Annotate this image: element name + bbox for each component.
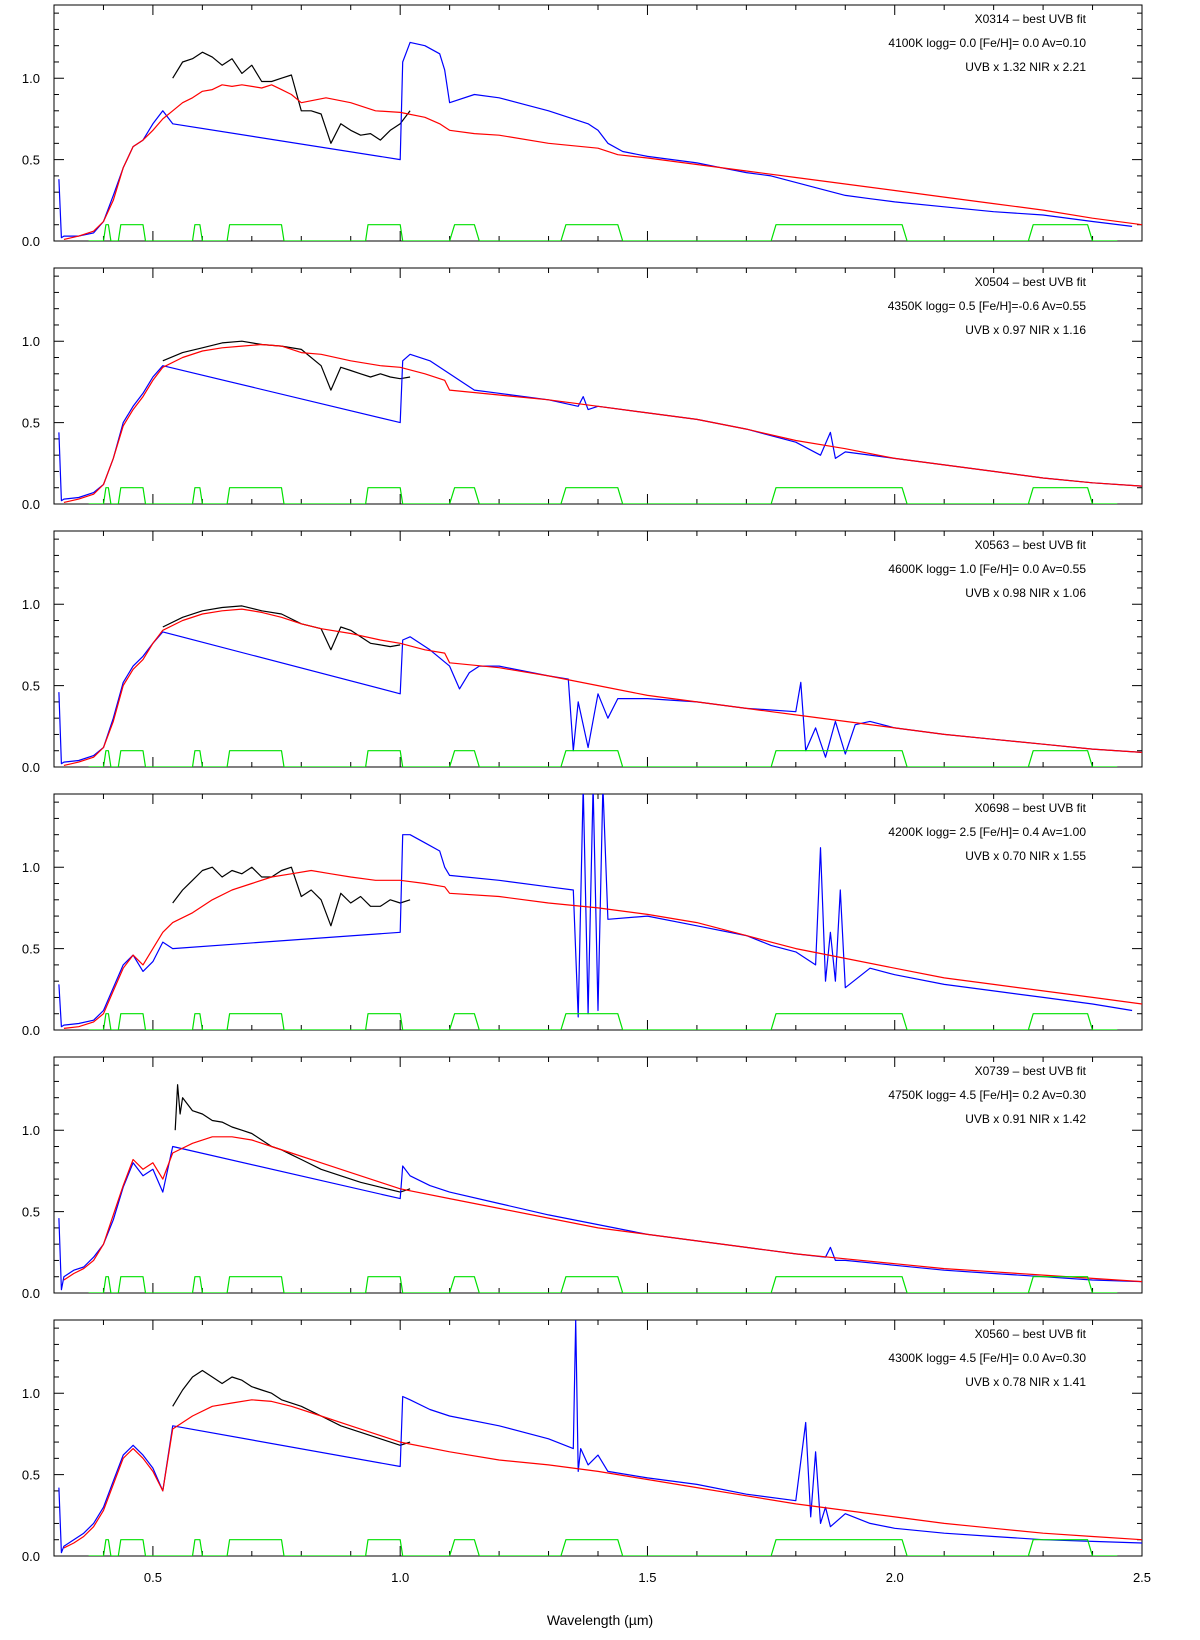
y-tick-label: 1.0 — [22, 334, 40, 349]
series-line-1 — [58, 1145, 1142, 1291]
y-tick-label: 0.5 — [22, 679, 40, 694]
series-line-2 — [63, 1399, 1142, 1549]
series-group — [58, 41, 1142, 241]
series-line-3 — [88, 1539, 1118, 1556]
series-group — [58, 340, 1142, 504]
panel-annotation: X0698 – best UVB fit — [975, 801, 1087, 815]
series-line-0 — [174, 1084, 411, 1193]
panel-annotation: UVB x 1.32 NIR x 2.21 — [965, 60, 1086, 74]
panel-annotation: X0739 – best UVB fit — [975, 1064, 1087, 1078]
y-tick-label: 0.0 — [22, 1023, 40, 1038]
y-tick-label: 1.0 — [22, 1123, 40, 1138]
x-tick-label: 2.0 — [886, 1570, 904, 1585]
x-tick-label: 2.5 — [1133, 1570, 1151, 1585]
series-line-2 — [63, 84, 1142, 240]
series-line-0 — [172, 51, 411, 144]
panel-annotation: UVB x 0.91 NIR x 1.42 — [965, 1112, 1086, 1126]
panel-annotation: UVB x 0.98 NIR x 1.06 — [965, 586, 1086, 600]
series-line-3 — [88, 224, 1118, 241]
series-line-3 — [88, 1013, 1118, 1030]
series-group — [58, 794, 1142, 1030]
series-group — [58, 1320, 1142, 1556]
y-tick-label: 0.0 — [22, 1549, 40, 1564]
y-tick-label: 0.5 — [22, 1468, 40, 1483]
panel-annotation: 4300K logg= 4.5 [Fe/H]= 0.0 Av=0.30 — [888, 1351, 1086, 1365]
series-line-3 — [88, 487, 1118, 504]
series-line-0 — [162, 605, 401, 651]
series-line-1 — [58, 794, 1133, 1028]
panel-annotation: UVB x 0.97 NIR x 1.16 — [965, 323, 1086, 337]
y-tick-label: 0.5 — [22, 416, 40, 431]
panel-X0504: 0.0 0.5 1.0 X0504 – best UVB fit 4350K logg=… — [22, 267, 1143, 512]
series-line-3 — [88, 750, 1118, 767]
y-tick-label: 0.0 — [22, 1286, 40, 1301]
y-tick-label: 0.5 — [22, 153, 40, 168]
panel-X0563: 0.0 0.5 1.0 X0563 – best UVB fit 4600K logg=… — [22, 530, 1143, 775]
series-line-2 — [63, 869, 1142, 1029]
y-tick-label: 1.0 — [22, 1386, 40, 1401]
series-line-0 — [172, 1369, 411, 1446]
panel-X0739: 0.0 0.5 1.0 X0739 – best UVB fit 4750K logg=… — [22, 1056, 1143, 1301]
series-line-0 — [172, 866, 411, 927]
y-tick-label: 0.0 — [22, 497, 40, 512]
panel-X0698: 0.0 0.5 1.0 X0698 – best UVB fit 4200K logg=… — [22, 793, 1143, 1038]
panel-annotation: 4200K logg= 2.5 [Fe/H]= 0.4 Av=1.00 — [888, 825, 1086, 839]
panel-annotation: 4100K logg= 0.0 [Fe/H]= 0.0 Av=0.10 — [888, 36, 1086, 50]
x-tick-label: 1.0 — [391, 1570, 409, 1585]
y-tick-label: 0.0 — [22, 760, 40, 775]
series-line-1 — [58, 631, 1142, 765]
x-tick-label: 1.5 — [638, 1570, 656, 1585]
panel-X0560: 0.0 0.5 1.0 X0560 – best UVB fit 4300K logg=… — [22, 1319, 1143, 1564]
y-tick-label: 1.0 — [22, 71, 40, 86]
series-line-1 — [58, 353, 1142, 502]
panel-annotation: X0563 – best UVB fit — [975, 538, 1087, 552]
series-line-1 — [58, 1320, 1142, 1554]
series-group — [58, 605, 1142, 767]
panel-annotation: UVB x 0.78 NIR x 1.41 — [965, 1375, 1086, 1389]
panel-annotation: 4350K logg= 0.5 [Fe/H]=-0.6 Av=0.55 — [888, 299, 1087, 313]
panel-annotation: UVB x 0.70 NIR x 1.55 — [965, 849, 1086, 863]
y-tick-label: 0.0 — [22, 234, 40, 249]
series-group — [58, 1084, 1142, 1293]
panel-annotation: X0314 – best UVB fit — [975, 12, 1087, 26]
x-tick-label: 0.5 — [144, 1570, 162, 1585]
series-line-2 — [63, 343, 1142, 503]
panel-X0314: 0.0 0.5 1.0 X0314 – best UVB fit 4100K logg=… — [22, 4, 1143, 249]
y-tick-label: 0.5 — [22, 1205, 40, 1220]
series-line-2 — [63, 1136, 1142, 1283]
series-line-2 — [63, 608, 1142, 766]
y-tick-label: 0.5 — [22, 942, 40, 957]
panel-annotation: X0560 – best UVB fit — [975, 1327, 1087, 1341]
panel-annotation: 4750K logg= 4.5 [Fe/H]= 0.2 Av=0.30 — [888, 1088, 1086, 1102]
y-tick-label: 1.0 — [22, 597, 40, 612]
panel-annotation: 4600K logg= 1.0 [Fe/H]= 0.0 Av=0.55 — [888, 562, 1086, 576]
y-tick-label: 1.0 — [22, 860, 40, 875]
series-line-3 — [88, 1276, 1118, 1293]
panel-annotation: X0504 – best UVB fit — [975, 275, 1087, 289]
series-line-0 — [162, 340, 411, 391]
x-axis-label: Wavelength (µm) — [547, 1612, 653, 1628]
